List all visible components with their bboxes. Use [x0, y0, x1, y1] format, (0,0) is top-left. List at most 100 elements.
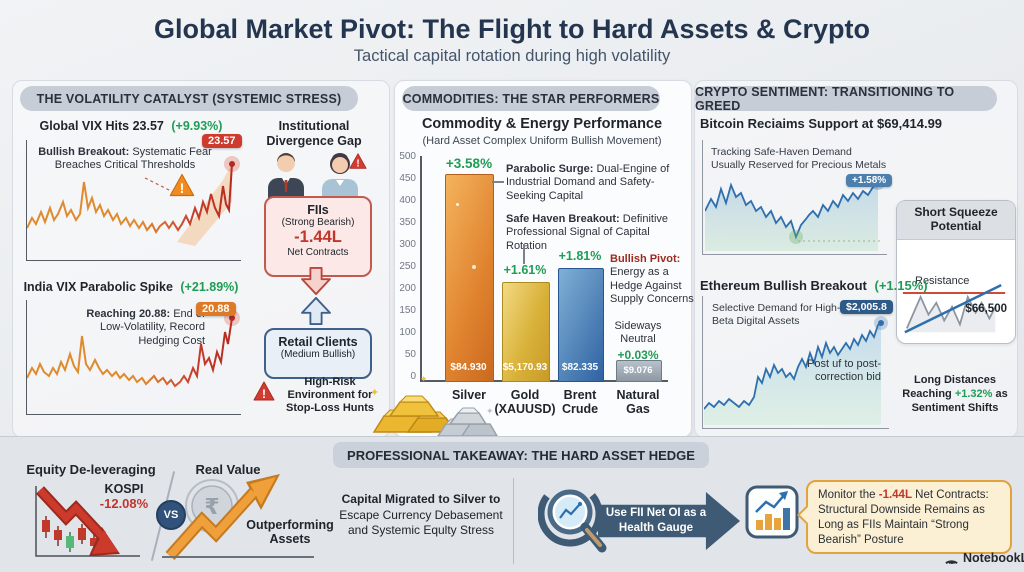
ethereum-chart: Selective Demand for High-Beta Digital A… [702, 296, 889, 429]
growth-arrow-icon [165, 474, 280, 560]
page-subtitle: Tactical capital rotation during high vo… [353, 47, 671, 65]
retail-name: Retail Clients [278, 335, 358, 349]
vs-badge: VS [156, 500, 186, 530]
bar-natgas [616, 360, 662, 382]
fii-stance: (Strong Bearish) [281, 217, 355, 228]
bar-brent [558, 268, 604, 382]
y-axis-line [420, 156, 422, 380]
fii-box: FIIs (Strong Bearish) -1.44L Net Contrac… [264, 196, 372, 277]
svg-text:✦: ✦ [486, 406, 494, 416]
commodity-chart-title: Commodity & Energy Performance [421, 116, 663, 132]
connector-line [523, 244, 525, 264]
bar-value-brent: $82.335 [561, 362, 599, 373]
svg-text:!: ! [180, 180, 185, 196]
capital-migration-note: Capital Migrated to Silver to Escape Cur… [339, 492, 503, 538]
kospi-change: -12.08% [99, 496, 149, 511]
monitor-callout: Monitor the -1.44L Net Contracts: Struct… [797, 480, 1012, 554]
change-silver: +3.58% [445, 156, 493, 171]
bitcoin-note: Tracking Safe-Haven Demand Usually Reser… [711, 146, 887, 172]
global-vix-heading: Global VIX Hits 23.57 (+9.93%) [20, 119, 242, 134]
takeaway-banner: PROFESSIONAL TAKEAWAY: THE HARD ASSET HE… [333, 442, 709, 468]
y-axis-labels: 500 450 400 350 300 250 200 150 100 50 0 [399, 151, 416, 382]
india-vix-value-badge: 20.88 [196, 302, 236, 316]
global-vix-chart: Bullish Breakout: Systematic Fear Breach… [26, 140, 241, 261]
short-squeeze-chart [902, 283, 1006, 334]
svg-text:✦: ✦ [370, 387, 379, 399]
global-vix-line-chart [27, 156, 240, 246]
gold-ingots-icon: ✦ ✦ ✦ [370, 374, 498, 438]
page-title: Global Market Pivot: The Flight to Hard … [153, 14, 871, 44]
sparkle-icon [472, 265, 476, 269]
section-divider [513, 478, 514, 564]
connector-line [492, 181, 504, 183]
svg-text:!: ! [262, 387, 266, 401]
global-vix-value-badge: 23.57 [202, 134, 242, 148]
sparkle-icon [456, 203, 459, 206]
risk-note: High-Risk Environment for Stop-Loss Hunt… [286, 376, 374, 414]
fii-value: -1.44L [294, 228, 342, 246]
institutions-icon [268, 153, 358, 198]
india-vix-chart: Reaching 20.88: End of Low-Volatility, R… [26, 300, 241, 415]
bullish-pivot-annotation: Bullish Pivot: Energy as a Hedge Against… [610, 253, 694, 306]
change-gold: +1.61% [503, 263, 547, 277]
real-value-label: Outperforming Assets [246, 518, 334, 547]
resistance-label: Resistance [915, 275, 970, 287]
bitcoin-chart: Tracking Safe-Haven Demand Usually Reser… [702, 140, 887, 255]
india-vix-title: India VIX Parabolic Spike [23, 280, 173, 294]
kospi-label: KOSPI -12.08% [92, 482, 156, 511]
india-vix-change: (+21.89%) [180, 280, 239, 294]
gauge-text: Use FII Net OI as a Health Gauge [605, 507, 707, 534]
retail-box: Retail Clients (Medium Bullish) [264, 328, 372, 379]
global-vix-title: Global VIX Hits 23.57 [39, 119, 164, 133]
xlabel-natgas: Natural Gas [616, 388, 660, 416]
short-squeeze-card: Short Squeeze Potential Resistance $66,5… [896, 200, 1016, 344]
warning-icon: ! [253, 381, 275, 401]
change-natgas: +0.03% [617, 348, 659, 362]
monitor-text: Monitor the -1.44L Net Contracts: Struct… [818, 489, 989, 546]
short-squeeze-title: Short Squeeze Potential [897, 201, 1015, 240]
baseline [162, 556, 314, 558]
bar-silver [445, 174, 494, 382]
svg-text:₹: ₹ [204, 494, 219, 519]
crypto-panel-header: CRYPTO SENTIMENT: TRANSITIONING TO GREED [695, 85, 997, 113]
commodity-chart-subtitle: (Hard Asset Complex Uniform Bullish Move… [422, 135, 662, 147]
svg-text:!: ! [356, 159, 359, 170]
ethereum-annotation: Post uf to post-correction bid [807, 358, 881, 384]
equity-title: Equity De-leveraging [26, 462, 156, 477]
ethereum-note: Selective Demand for High-Beta Digital A… [712, 302, 841, 328]
india-vix-annotation: Reaching 20.88: End of Low-Volatility, R… [86, 308, 205, 347]
equity-crash-icon [35, 486, 140, 557]
commodities-panel-header: COMMODITIES: THE STAR PERFORMERS [402, 86, 660, 111]
health-chart-icon [745, 485, 799, 539]
bitcoin-change-badge: +1.58% [846, 174, 893, 187]
global-vix-annotation: Bullish Breakout: Systematic Fear Breach… [38, 146, 212, 172]
divergence-title: Institutional Divergence Gap [266, 119, 362, 148]
short-squeeze-price: $66,500 [965, 303, 1007, 315]
bar-value-natgas: $9.076 [623, 365, 653, 376]
bitcoin-heading: Bitcoin Reciaims Support at $69,414.99 [700, 116, 943, 131]
real-value-title: Real Value [195, 462, 261, 477]
xlabel-silver: Silver [451, 388, 487, 402]
magnifier-icon [538, 481, 607, 553]
global-vix-change: (+9.93%) [171, 119, 223, 133]
notebooklm-label: NotebookLM [963, 551, 1024, 565]
india-vix-line-chart [27, 310, 240, 388]
volatility-panel-header: THE VOLATILITY CATALYST (SYSTEMIC STRESS… [20, 86, 358, 111]
india-vix-heading: India VIX Parabolic Spike (+21.89%) [20, 280, 242, 295]
warning-icon: ! [169, 173, 195, 196]
change-brent: +1.81% [558, 249, 602, 263]
bar-value-gold: $5,170.93 [502, 362, 548, 373]
safe-haven-annotation: Safe Haven Breakout: Definitive Professi… [506, 213, 669, 252]
ethereum-change: (+1.15%) [874, 278, 928, 293]
down-arrow-icon [301, 267, 331, 295]
warning-icon: ! [349, 153, 367, 170]
bar-value-silver: $84.930 [450, 362, 487, 373]
parabolic-annotation: Parabolic Surge: Dual-Engine of Industri… [506, 163, 670, 202]
ethereum-price-badge: $2,005.8 [840, 300, 893, 314]
natgas-note: Sideways Neutral [614, 320, 662, 346]
branding: NotebookLM [944, 551, 1024, 565]
monitor-value: -1.44L [878, 489, 912, 501]
svg-text:✦: ✦ [420, 374, 428, 384]
xlabel-brent: Brent Crude [561, 388, 599, 416]
